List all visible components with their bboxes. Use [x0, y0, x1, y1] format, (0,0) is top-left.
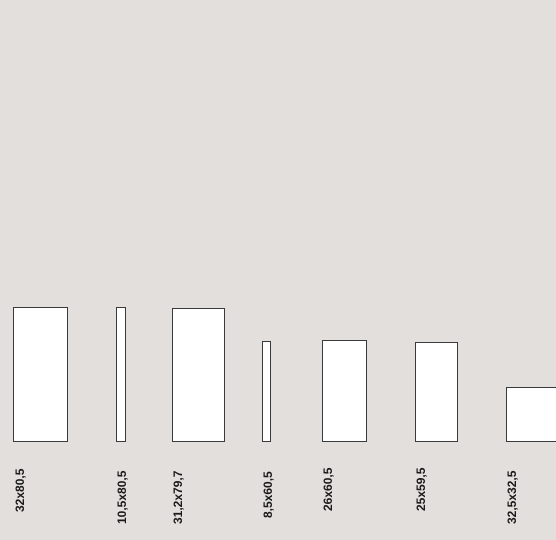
- panel-5: [322, 340, 367, 442]
- panel-1-label: 32x80,5: [13, 468, 27, 512]
- panel-1: [13, 307, 68, 442]
- panel-2: [116, 307, 126, 442]
- panel-7: [506, 387, 556, 442]
- panel-6-label: 25x59,5: [414, 467, 428, 511]
- panel-6: [415, 342, 458, 442]
- panel-2-label: 10,5x80,5: [115, 470, 129, 524]
- panel-3-label: 31,2x79,7: [171, 470, 185, 524]
- panel-3: [172, 308, 225, 442]
- panel-4: [262, 341, 271, 442]
- panel-7-label: 32,5x32,5: [505, 470, 519, 524]
- panel-5-label: 26x60,5: [321, 467, 335, 511]
- panel-4-label: 8,5x60,5: [261, 471, 275, 518]
